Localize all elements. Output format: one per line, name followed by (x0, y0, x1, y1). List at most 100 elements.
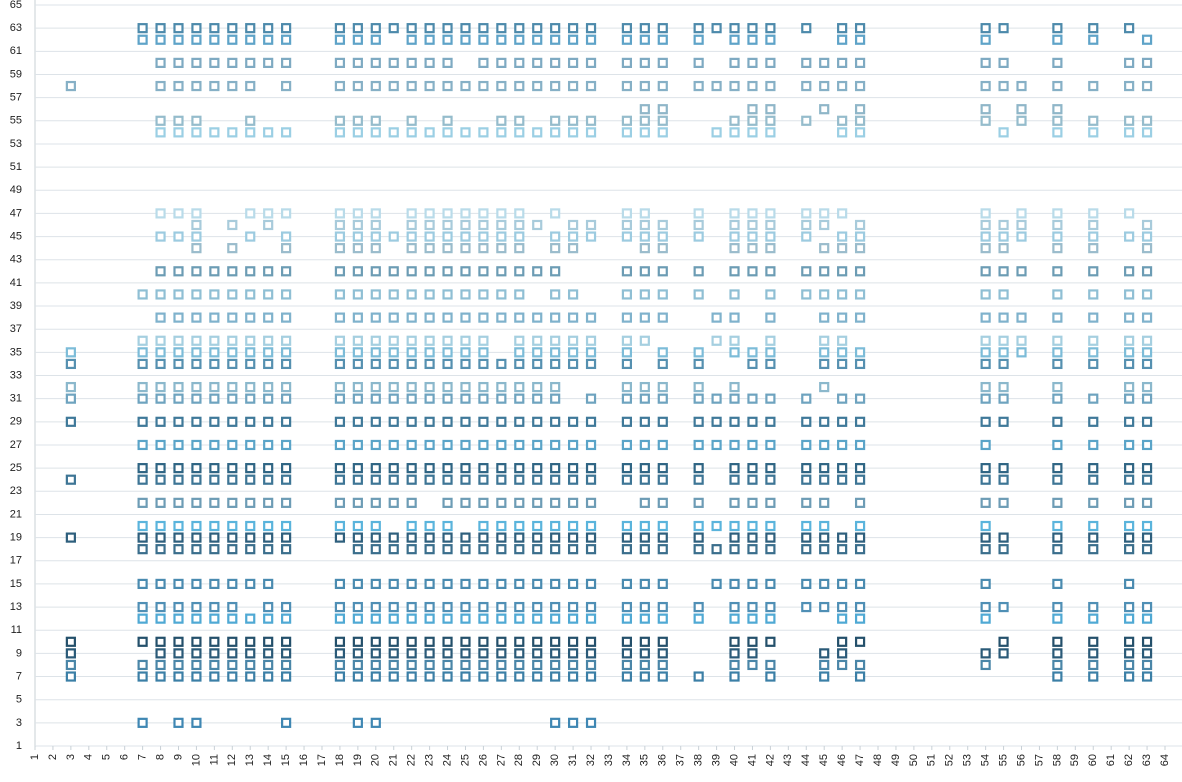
point (424, 127, 435, 138)
point (1088, 358, 1099, 370)
point (245, 80, 256, 92)
point (245, 115, 256, 126)
point (621, 208, 633, 219)
point (209, 474, 220, 485)
x-tick-label: 60 (1087, 754, 1099, 766)
point (693, 347, 704, 358)
point (65, 347, 76, 358)
point (460, 381, 471, 393)
point (729, 127, 740, 138)
x-tick-label: 31 (567, 754, 579, 766)
point (352, 601, 363, 613)
point (998, 497, 1009, 508)
point (137, 347, 148, 358)
point (442, 80, 453, 92)
point (263, 497, 274, 508)
point (567, 717, 579, 728)
point (1124, 23, 1135, 34)
point (765, 266, 776, 277)
point (496, 243, 507, 254)
point (729, 393, 740, 404)
point (819, 520, 830, 532)
point (532, 23, 543, 34)
x-tick-label: 14 (262, 754, 274, 766)
point (765, 393, 776, 404)
point (532, 659, 543, 671)
x-tick-label: 37 (675, 754, 687, 766)
point (980, 497, 991, 508)
point (406, 231, 417, 242)
point (1052, 532, 1063, 543)
point (621, 347, 633, 358)
point (191, 80, 202, 92)
point (406, 463, 417, 474)
point (532, 416, 543, 427)
point (245, 439, 256, 451)
point (729, 497, 740, 508)
point (1141, 659, 1153, 671)
point (442, 544, 453, 555)
y-tick-label: 63 (10, 22, 22, 34)
x-tick-label: 22 (406, 754, 418, 766)
point (585, 520, 597, 532)
point (352, 266, 363, 277)
point (711, 80, 722, 92)
point (442, 34, 453, 45)
point (765, 312, 776, 323)
point (514, 335, 525, 346)
point (532, 578, 543, 590)
point (532, 80, 543, 92)
point (729, 243, 740, 254)
point (406, 497, 417, 508)
point (352, 520, 363, 532)
point (1052, 613, 1063, 624)
point (370, 266, 381, 277)
point (263, 474, 274, 485)
point (801, 219, 812, 231)
point (765, 671, 776, 682)
point (621, 23, 633, 34)
point (639, 463, 650, 474)
point (155, 57, 166, 68)
point (334, 34, 346, 45)
point (585, 219, 597, 231)
point (209, 80, 220, 92)
point (550, 80, 561, 92)
point (442, 208, 453, 219)
point (478, 335, 489, 346)
point (155, 381, 166, 393)
point (854, 520, 866, 532)
point (657, 671, 668, 682)
point (388, 474, 399, 485)
point (173, 497, 184, 508)
point (550, 115, 561, 126)
point (155, 474, 166, 485)
point (227, 289, 238, 300)
point (442, 335, 453, 346)
point (191, 289, 202, 300)
point (478, 544, 489, 555)
point (532, 601, 543, 613)
point (173, 416, 184, 427)
point (621, 474, 633, 485)
point (334, 243, 346, 254)
point (1124, 393, 1135, 404)
point (460, 243, 471, 254)
point (621, 520, 633, 532)
point (173, 57, 184, 68)
point (155, 115, 166, 126)
point (550, 717, 561, 728)
point (1141, 532, 1153, 543)
point (1088, 648, 1099, 659)
point (173, 34, 184, 45)
point (496, 289, 507, 300)
point (1052, 23, 1063, 34)
point (1052, 347, 1063, 358)
point (837, 231, 848, 242)
y-tick-label: 21 (10, 508, 22, 520)
point (209, 439, 220, 451)
point (657, 34, 668, 45)
point (155, 659, 166, 671)
point (639, 80, 650, 92)
point (639, 439, 650, 451)
